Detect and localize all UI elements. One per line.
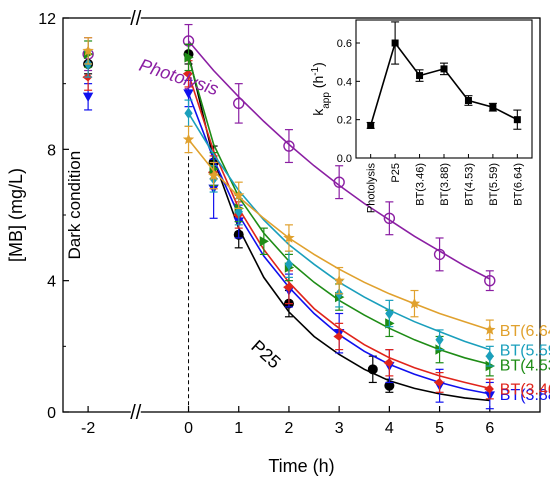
data-point [383, 358, 394, 368]
inset-point [513, 116, 521, 124]
data-point [383, 212, 396, 224]
series-label: BT(3.88) [500, 387, 550, 404]
data-point [233, 189, 245, 201]
data-point [484, 274, 496, 287]
x-tick-label: 3 [335, 420, 344, 437]
series-label: BT(5.59) [500, 343, 550, 360]
inset-point [367, 121, 375, 129]
inset-point [489, 103, 497, 111]
inset-frame [355, 19, 533, 159]
top-axis-break-gap [130, 15, 141, 21]
data-point [333, 332, 344, 341]
data-point [435, 334, 444, 346]
data-point [283, 232, 295, 243]
inset-x-tick-label: BT(6.64) [512, 163, 524, 206]
inset-x-tick-label: BT(5.59) [488, 163, 500, 206]
inset-y-tick-label: 0.6 [337, 38, 352, 50]
data-point [333, 274, 345, 286]
data-point [259, 236, 269, 247]
data-point [485, 350, 494, 362]
y-tick-label: 12 [38, 11, 56, 28]
data-point [384, 380, 395, 391]
data-point [367, 364, 378, 375]
inset-x-tick-label: BT(3.46) [415, 163, 427, 206]
y-axis-label: [MB] (mg/L) [6, 168, 26, 262]
data-point [182, 133, 195, 145]
inset-y-axis-label-part: app [321, 92, 332, 109]
data-point [82, 44, 94, 56]
y-tick-label: 4 [47, 274, 56, 291]
x-axis-break: // [130, 402, 142, 424]
inset-y-axis-label-part: (h [310, 76, 326, 92]
data-point [283, 282, 294, 292]
data-point [433, 248, 446, 261]
data-point [182, 69, 193, 79]
top-axis-break: // [130, 8, 142, 30]
x-tick-label: 1 [234, 420, 243, 437]
inset-point [440, 65, 448, 73]
inset-y-axis-label-part: k [310, 108, 326, 116]
series: BT(6.64) [82, 37, 550, 341]
series-label: BT(3.46) [500, 381, 550, 398]
data-point [207, 169, 220, 181]
y-tick-label: 0 [47, 405, 56, 422]
p25-label: P25 [247, 336, 284, 372]
data-point [385, 307, 394, 320]
x-tick-label: 0 [184, 420, 193, 437]
x-tick-label: 5 [435, 420, 444, 437]
data-point [333, 176, 345, 188]
inset-y-tick-label: 0.0 [337, 153, 352, 165]
data-point [284, 258, 294, 270]
data-point [484, 384, 494, 394]
x-axis-break-gap [130, 409, 141, 415]
data-point [283, 140, 295, 152]
inset-x-tick-label: BT(4.53) [463, 163, 475, 206]
data-point [433, 378, 444, 387]
inset-x-tick-label: P25 [390, 163, 402, 183]
x-tick-label: 6 [485, 420, 494, 437]
inset-y-axis-label: kapp (h-1) [310, 62, 332, 116]
inset-x-tick-label: BT(3.88) [439, 163, 451, 206]
inset-plot: 0.0 0.2 0.4 0.6 kapp (h-1) Photolysis P25 BT(3.… [310, 19, 533, 214]
inset-x-tick-label: Photolysis [366, 163, 378, 214]
inset-y-tick-label: 0.2 [337, 115, 352, 127]
x-tick-label: 4 [385, 420, 394, 437]
inset-y-tick-label: 0.4 [337, 76, 352, 88]
data-point [82, 92, 94, 102]
inset-point [464, 97, 472, 104]
inset-point [416, 72, 424, 80]
inset-y-axis-label-part: ) [310, 62, 326, 67]
x-axis-label: Time (h) [268, 456, 334, 476]
photolysis-label: Photolysis [137, 55, 221, 99]
data-point [484, 323, 496, 335]
data-point [184, 107, 193, 119]
data-point [233, 97, 245, 110]
inset-y-axis-label-part: -1 [310, 66, 321, 75]
data-point [183, 89, 194, 99]
y-tick-label: 8 [47, 142, 56, 159]
dark-condition-label: Dark condition [65, 151, 84, 260]
series-label: BT(6.64) [500, 323, 550, 340]
data-point [184, 52, 194, 63]
x-tick-label: 2 [284, 420, 293, 437]
x-tick-label: -2 [81, 420, 95, 437]
inset-point [391, 39, 399, 47]
series-label: BT(4.53) [500, 357, 550, 374]
data-point [408, 297, 421, 309]
